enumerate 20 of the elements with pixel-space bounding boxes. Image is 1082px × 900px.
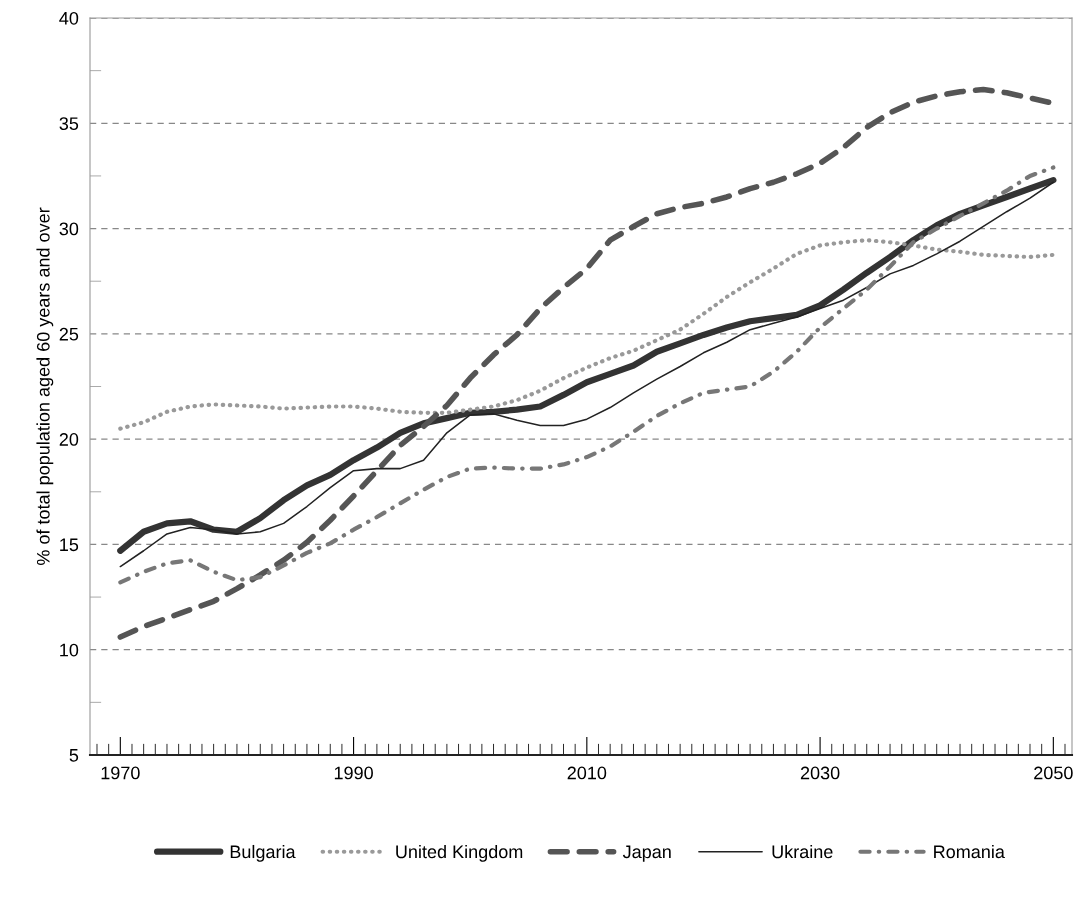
x-tick-label: 2030 — [800, 766, 840, 780]
y-tick-label: 5 — [69, 749, 79, 762]
legend-label: United Kingdom — [396, 844, 523, 862]
y-tick-label: 20 — [59, 433, 79, 446]
x-tick-label: 2050 — [1034, 766, 1073, 780]
legend-label: Japan — [622, 845, 671, 862]
y-tick-label: 40 — [59, 11, 79, 25]
y-tick-label: 25 — [59, 327, 79, 341]
y-axis-title: % of total population aged 60 years and over — [36, 207, 54, 566]
x-tick-label: 2010 — [567, 766, 607, 780]
x-tick-label: 1990 — [334, 766, 373, 780]
line-series — [118, 238, 1056, 431]
legend-label: Ukraine — [772, 844, 833, 859]
y-tick-label: 10 — [60, 643, 79, 657]
legend-label: Bulgaria — [230, 844, 296, 862]
y-tick-label: 35 — [59, 117, 79, 131]
y-tick-label: 15 — [60, 538, 79, 552]
x-tick-label: 1970 — [101, 766, 140, 780]
y-tick-label: 30 — [59, 222, 79, 236]
legend-label: Romania — [934, 844, 1005, 859]
